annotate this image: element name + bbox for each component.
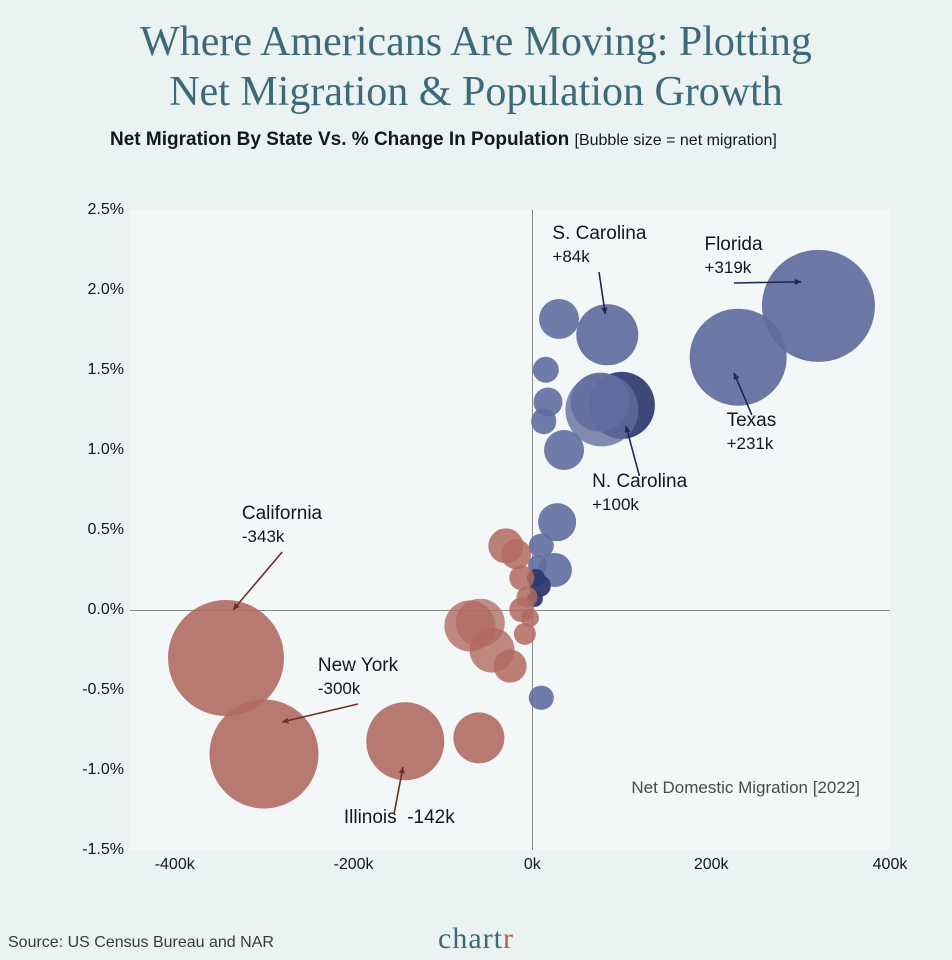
y-tick-label: 2.5% <box>66 201 130 219</box>
callout-value: +84k <box>552 246 646 267</box>
y-tick-label: 2.0% <box>66 281 130 299</box>
callout: Illinois -142k <box>344 806 455 830</box>
y-tick-label: 0.5% <box>66 521 130 539</box>
bubble <box>577 304 638 365</box>
y-tick-label: 0.0% <box>66 601 130 619</box>
callout: N. Carolina+100k <box>592 470 687 515</box>
callout-value: -300k <box>318 678 398 699</box>
bubble <box>529 686 553 710</box>
bubble <box>453 712 504 763</box>
y-zero-line <box>532 210 533 850</box>
callout-value: -343k <box>242 526 322 547</box>
bubble <box>494 650 527 683</box>
x-tick-label: 0k <box>524 850 541 874</box>
y-tick-label: -0.5% <box>66 681 130 699</box>
source-caption: Source: US Census Bureau and NAR <box>8 934 274 952</box>
subtitle-main: Net Migration By State Vs. % Change In P… <box>110 129 575 150</box>
callout: Florida+319k <box>704 233 762 278</box>
title-line-2: Net Migration & Population Growth <box>169 69 783 115</box>
callout-name: Texas <box>727 410 777 431</box>
callout-name: New York <box>318 655 398 676</box>
callout-name: Illinois <box>344 807 397 828</box>
bubble <box>501 539 531 569</box>
y-tick-label: -1.0% <box>66 761 130 779</box>
bubble <box>533 357 559 383</box>
callout-name: California <box>242 503 322 524</box>
brand-accent: r <box>503 922 514 955</box>
x-tick-label: 200k <box>694 850 729 874</box>
callout-name: N. Carolina <box>592 471 687 492</box>
callout-value: +231k <box>727 433 777 454</box>
y-tick-label: 1.0% <box>66 441 130 459</box>
y-tick-label: 1.5% <box>66 361 130 379</box>
callout: S. Carolina+84k <box>552 222 646 267</box>
bubble <box>367 702 444 779</box>
bubble <box>539 299 579 339</box>
chart-subtitle: Net Migration By State Vs. % Change In P… <box>0 129 952 151</box>
bubble <box>516 587 537 608</box>
bubble <box>521 609 539 627</box>
callout: Texas+231k <box>727 409 777 454</box>
callout-name: Florida <box>704 234 762 255</box>
chart-title: Where Americans Are Moving: Plotting Net… <box>0 0 952 123</box>
bubble <box>210 700 319 809</box>
bubble <box>531 408 556 433</box>
x-tick-label: -400k <box>155 850 195 874</box>
bubble <box>544 430 584 470</box>
callout: New York-300k <box>318 654 398 699</box>
callout-value: +319k <box>704 257 762 278</box>
brand-prefix: chart <box>438 922 503 955</box>
plot-wrap: Total % Change In Population [2021-2022]… <box>60 195 910 885</box>
bubble <box>690 309 787 406</box>
callout-value: +100k <box>592 494 687 515</box>
bubble <box>571 373 630 432</box>
title-line-1: Where Americans Are Moving: Plotting <box>140 19 812 65</box>
brand-logo: chartr <box>438 922 514 956</box>
plot-area: Net Domestic Migration [2022] -1.5%-1.0%… <box>130 210 890 850</box>
callout-name: S. Carolina <box>552 223 646 244</box>
x-tick-label: -200k <box>334 850 374 874</box>
callout: California-343k <box>242 502 322 547</box>
y-tick-label: -1.5% <box>66 841 130 859</box>
callout-value: -142k <box>407 807 455 828</box>
x-axis-title: Net Domestic Migration [2022] <box>631 778 860 798</box>
x-tick-label: 400k <box>873 850 908 874</box>
subtitle-note: [Bubble size = net migration] <box>575 132 777 149</box>
